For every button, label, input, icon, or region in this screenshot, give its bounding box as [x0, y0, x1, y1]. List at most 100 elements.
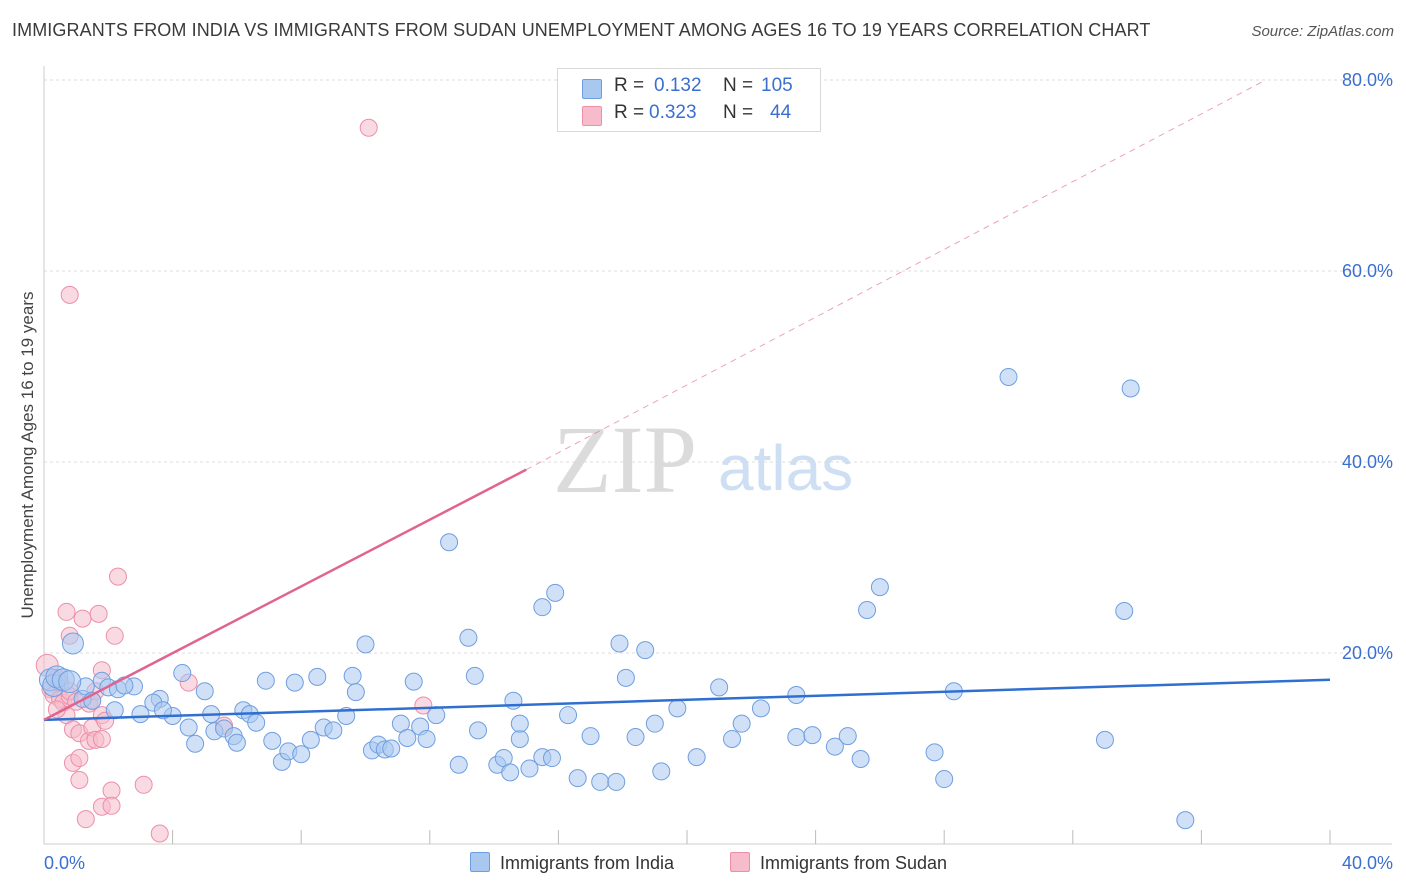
- india-point: [465, 666, 484, 685]
- india-point: [131, 705, 150, 724]
- india-point: [533, 598, 552, 617]
- sudan-point: [73, 609, 92, 628]
- sudan-point: [150, 824, 169, 843]
- watermark-zip: ZIP: [553, 406, 697, 513]
- sudan-point: [70, 749, 89, 768]
- india-trend-line: [43, 678, 1331, 722]
- bottom-legend-sudan: Immigrants from Sudan: [730, 852, 947, 874]
- sudan-legend-swatch: [730, 852, 750, 872]
- india-point: [153, 701, 172, 720]
- india-point: [851, 750, 870, 769]
- x-tick-label-max: 40.0%: [1342, 853, 1393, 873]
- india-point: [925, 743, 944, 762]
- sudan-point: [108, 567, 127, 586]
- india-point: [469, 721, 488, 740]
- india-point: [459, 628, 478, 647]
- sudan-trend-extension: [526, 79, 1266, 471]
- sudan-point: [92, 729, 111, 748]
- sudan-point: [70, 771, 89, 790]
- india-point: [668, 699, 687, 718]
- india-point: [504, 691, 523, 710]
- source-label: Source: ZipAtlas.com: [1251, 23, 1394, 40]
- sudan-swatch: [582, 106, 602, 126]
- sudan-point: [359, 118, 378, 137]
- sudan-legend-label: Immigrants from Sudan: [760, 853, 948, 873]
- india-point: [838, 727, 857, 746]
- correlation-legend: R = 0.132 N = 105 R = 0.323 N = 44: [557, 68, 821, 132]
- y-tick-label: 20.0%: [1342, 643, 1393, 663]
- sudan-point: [57, 602, 76, 621]
- india-r-value: 0.132: [654, 75, 702, 96]
- india-point: [1115, 601, 1134, 620]
- india-point: [636, 641, 655, 660]
- india-point: [256, 671, 275, 690]
- india-point: [404, 672, 423, 691]
- india-point: [263, 731, 282, 750]
- chart-title: IMMIGRANTS FROM INDIA VS IMMIGRANTS FROM…: [12, 20, 1151, 40]
- sudan-r-value: 0.323: [649, 102, 697, 123]
- india-point: [858, 601, 877, 620]
- india-point: [501, 763, 520, 782]
- india-point: [417, 729, 436, 748]
- india-point: [308, 667, 327, 686]
- india-point: [999, 368, 1018, 387]
- y-axis-label: Unemployment Among Ages 16 to 19 years: [18, 291, 37, 619]
- india-point: [301, 730, 320, 749]
- india-point: [356, 635, 375, 654]
- india-n-value: 105: [761, 75, 793, 96]
- india-point: [247, 713, 266, 732]
- bottom-legend-india: Immigrants from India: [470, 852, 674, 874]
- sudan-point: [105, 626, 124, 645]
- india-point: [440, 533, 459, 552]
- india-point: [825, 737, 844, 756]
- india-point: [179, 718, 198, 737]
- sudan-point: [60, 285, 79, 304]
- india-point: [568, 769, 587, 788]
- india-legend-label: Immigrants from India: [500, 853, 675, 873]
- sudan-trend-line: [43, 468, 527, 721]
- y-tick-label: 60.0%: [1342, 261, 1393, 281]
- india-point: [382, 739, 401, 758]
- india-point: [343, 666, 362, 685]
- india-point: [645, 714, 664, 733]
- sudan-r-label: R =: [614, 102, 645, 123]
- india-point: [546, 583, 565, 602]
- india-r-label: R =: [614, 75, 645, 96]
- y-tick-label: 80.0%: [1342, 70, 1393, 90]
- x-tick-label-min: 0.0%: [44, 853, 85, 873]
- legend-row-india: R = 0.132 N = 105: [558, 75, 820, 99]
- india-point: [195, 682, 214, 701]
- india-point: [607, 772, 626, 791]
- sudan-point: [134, 775, 153, 794]
- india-point: [787, 728, 806, 747]
- tick-labels: 20.0% 40.0% 60.0% 80.0% 0.0% 40.0%: [44, 70, 1393, 873]
- sudan-point: [89, 604, 108, 623]
- india-point: [559, 706, 578, 725]
- india-point: [652, 762, 671, 781]
- india-point: [520, 759, 539, 778]
- legend-row-sudan: R = 0.323 N = 44: [558, 102, 820, 126]
- india-point: [285, 673, 304, 692]
- sudan-point: [102, 781, 121, 800]
- india-point: [449, 755, 468, 774]
- watermark: ZIP atlas: [553, 406, 853, 513]
- india-point: [427, 706, 446, 725]
- india-point: [687, 748, 706, 767]
- india-point: [398, 728, 417, 747]
- india-point: [870, 578, 889, 597]
- india-point: [751, 699, 770, 718]
- india-point: [1176, 811, 1195, 830]
- india-point: [616, 668, 635, 687]
- india-legend-swatch: [470, 852, 490, 872]
- sudan-point: [102, 796, 121, 815]
- india-point: [1121, 379, 1140, 398]
- india-point: [581, 727, 600, 746]
- india-point: [591, 772, 610, 791]
- grid-lines: [44, 79, 1392, 654]
- india-point: [723, 729, 742, 748]
- india-point: [710, 678, 729, 697]
- india-point: [510, 729, 529, 748]
- india-point: [542, 749, 561, 768]
- sudan-n-value: 44: [770, 102, 792, 123]
